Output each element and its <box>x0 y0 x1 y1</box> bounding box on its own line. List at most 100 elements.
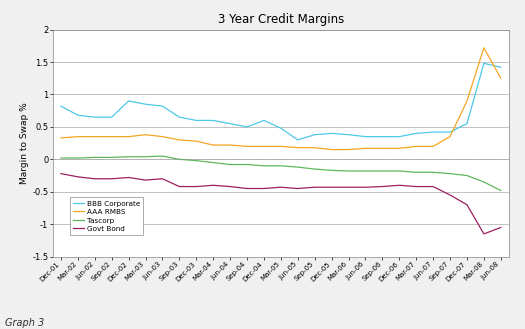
BBB Corporate <box>278 126 284 130</box>
Tascorp <box>176 157 183 161</box>
BBB Corporate <box>244 125 250 129</box>
Govt Bond <box>379 185 385 189</box>
AAA RMBS <box>159 135 165 139</box>
Govt Bond <box>345 185 352 189</box>
Tascorp <box>58 156 64 160</box>
AAA RMBS <box>244 144 250 148</box>
Tascorp <box>125 155 132 159</box>
Govt Bond <box>159 177 165 181</box>
Govt Bond <box>311 185 318 189</box>
Tascorp <box>498 189 504 192</box>
BBB Corporate <box>396 135 403 139</box>
AAA RMBS <box>92 135 98 139</box>
Govt Bond <box>278 185 284 189</box>
BBB Corporate <box>125 99 132 103</box>
Tascorp <box>109 155 115 159</box>
Line: Govt Bond: Govt Bond <box>61 174 501 234</box>
BBB Corporate <box>379 135 385 139</box>
AAA RMBS <box>109 135 115 139</box>
AAA RMBS <box>379 146 385 150</box>
BBB Corporate <box>58 104 64 108</box>
Govt Bond <box>109 177 115 181</box>
Tascorp <box>413 170 419 174</box>
Tascorp <box>278 164 284 168</box>
BBB Corporate <box>261 118 267 122</box>
Govt Bond <box>176 185 183 189</box>
BBB Corporate <box>75 113 81 117</box>
BBB Corporate <box>498 65 504 69</box>
BBB Corporate <box>481 62 487 65</box>
AAA RMBS <box>329 148 335 152</box>
Tascorp <box>142 155 149 159</box>
Tascorp <box>261 164 267 168</box>
AAA RMBS <box>176 138 183 142</box>
BBB Corporate <box>345 133 352 137</box>
Govt Bond <box>481 232 487 236</box>
Tascorp <box>396 169 403 173</box>
AAA RMBS <box>345 148 352 152</box>
Govt Bond <box>295 187 301 190</box>
BBB Corporate <box>413 131 419 135</box>
Text: Graph 3: Graph 3 <box>5 318 45 328</box>
BBB Corporate <box>362 135 369 139</box>
BBB Corporate <box>311 133 318 137</box>
Tascorp <box>159 154 165 158</box>
Govt Bond <box>92 177 98 181</box>
Tascorp <box>210 161 216 164</box>
AAA RMBS <box>464 99 470 103</box>
Govt Bond <box>396 183 403 187</box>
Y-axis label: Margin to Swap %: Margin to Swap % <box>20 102 29 184</box>
Govt Bond <box>210 183 216 187</box>
AAA RMBS <box>413 144 419 148</box>
Tascorp <box>362 169 369 173</box>
Govt Bond <box>142 178 149 182</box>
BBB Corporate <box>92 115 98 119</box>
Title: 3 Year Credit Margins: 3 Year Credit Margins <box>218 13 344 26</box>
Govt Bond <box>413 185 419 189</box>
Govt Bond <box>193 185 200 189</box>
Tascorp <box>92 155 98 159</box>
BBB Corporate <box>295 138 301 142</box>
Govt Bond <box>447 193 453 197</box>
BBB Corporate <box>227 122 233 126</box>
AAA RMBS <box>447 135 453 139</box>
AAA RMBS <box>481 46 487 50</box>
BBB Corporate <box>109 115 115 119</box>
Tascorp <box>295 165 301 169</box>
Tascorp <box>430 170 436 174</box>
AAA RMBS <box>58 136 64 140</box>
Line: AAA RMBS: AAA RMBS <box>61 48 501 150</box>
Tascorp <box>227 163 233 166</box>
AAA RMBS <box>125 135 132 139</box>
Govt Bond <box>58 172 64 176</box>
AAA RMBS <box>396 146 403 150</box>
Govt Bond <box>125 175 132 179</box>
Tascorp <box>329 168 335 172</box>
BBB Corporate <box>193 118 200 122</box>
AAA RMBS <box>142 133 149 137</box>
Govt Bond <box>498 225 504 229</box>
BBB Corporate <box>159 104 165 108</box>
Tascorp <box>481 180 487 184</box>
Tascorp <box>379 169 385 173</box>
AAA RMBS <box>261 144 267 148</box>
Line: BBB Corporate: BBB Corporate <box>61 63 501 140</box>
Govt Bond <box>244 187 250 190</box>
BBB Corporate <box>447 130 453 134</box>
Tascorp <box>75 156 81 160</box>
Tascorp <box>345 169 352 173</box>
Govt Bond <box>261 187 267 190</box>
Govt Bond <box>362 185 369 189</box>
Govt Bond <box>75 175 81 179</box>
Tascorp <box>193 159 200 163</box>
AAA RMBS <box>311 146 318 150</box>
AAA RMBS <box>75 135 81 139</box>
BBB Corporate <box>430 130 436 134</box>
AAA RMBS <box>498 76 504 80</box>
AAA RMBS <box>362 146 369 150</box>
Line: Tascorp: Tascorp <box>61 156 501 190</box>
BBB Corporate <box>210 118 216 122</box>
AAA RMBS <box>295 146 301 150</box>
Govt Bond <box>329 185 335 189</box>
AAA RMBS <box>210 143 216 147</box>
